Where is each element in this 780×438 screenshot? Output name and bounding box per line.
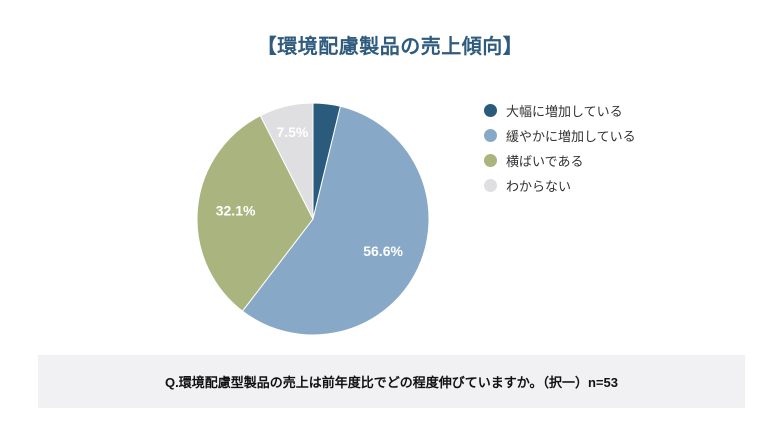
legend: 大幅に増加している 緩やかに増加している 横ばいである わからない bbox=[484, 102, 636, 194]
legend-label: 緩やかに増加している bbox=[506, 128, 636, 144]
legend-item-2: 緩やかに増加している bbox=[484, 127, 636, 144]
legend-swatch-icon bbox=[484, 128, 497, 142]
legend-swatch-icon bbox=[484, 153, 497, 167]
legend-item-4: わからない bbox=[484, 177, 636, 194]
legend-item-3: 横ばいである bbox=[484, 152, 636, 169]
legend-label: わからない bbox=[506, 178, 572, 194]
legend-item-1: 大幅に増加している bbox=[484, 102, 636, 119]
legend-label: 大幅に増加している bbox=[506, 103, 623, 119]
question-text: Q.環境配慮型製品の売上は前年度比でどの程度伸びていますか。（択一）n=53 bbox=[165, 375, 618, 390]
pie-slice-label-4: 7.5% bbox=[276, 124, 308, 140]
pie-slice-4 bbox=[259, 102, 314, 220]
pie-slice-label-3: 32.1% bbox=[216, 203, 256, 219]
pie-slice-3 bbox=[196, 114, 314, 312]
pie-slice-label-2: 56.6% bbox=[363, 243, 403, 259]
page-title: 【環境配慮製品の売上傾向】 bbox=[256, 36, 524, 58]
legend-swatch-icon bbox=[484, 178, 497, 192]
question-bar: Q.環境配慮型製品の売上は前年度比でどの程度伸びていますか。（択一）n=53 bbox=[38, 355, 745, 408]
pie-slice-2 bbox=[241, 105, 430, 336]
legend-swatch-icon bbox=[484, 103, 497, 117]
legend-label: 横ばいである bbox=[506, 153, 584, 169]
